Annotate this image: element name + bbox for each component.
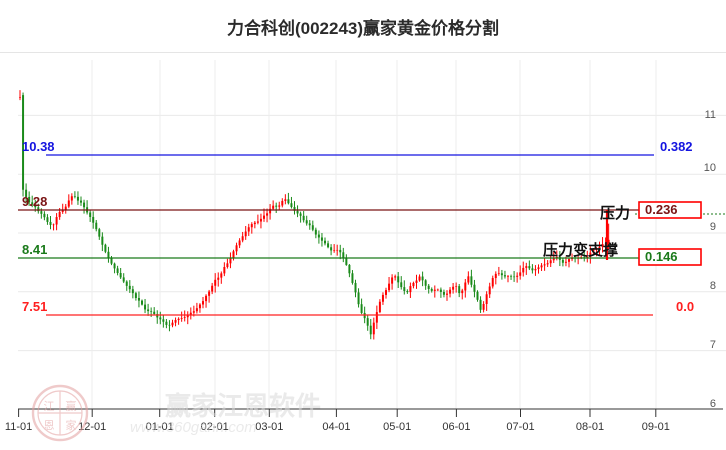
svg-text:压力: 压力 [600, 204, 630, 222]
svg-text:11: 11 [705, 109, 716, 121]
svg-text:7.51: 7.51 [22, 299, 47, 314]
svg-text:08-01: 08-01 [576, 421, 604, 433]
svg-text:7: 7 [710, 339, 716, 351]
svg-text:9.28: 9.28 [22, 194, 47, 209]
svg-text:09-01: 09-01 [642, 421, 670, 433]
svg-text:05-01: 05-01 [383, 421, 411, 433]
svg-text:0.0: 0.0 [676, 299, 694, 314]
svg-text:11-01: 11-01 [5, 421, 32, 433]
svg-text:0.146: 0.146 [645, 249, 678, 264]
svg-text:10: 10 [704, 162, 716, 174]
svg-text:www.360gann.com: www.360gann.com [130, 419, 257, 436]
svg-text:6: 6 [710, 398, 716, 410]
svg-text:10.38: 10.38 [22, 139, 55, 154]
svg-text:江: 江 [44, 400, 55, 413]
svg-text:04-01: 04-01 [322, 421, 350, 433]
svg-text:0.382: 0.382 [660, 139, 693, 154]
svg-text:0.236: 0.236 [645, 202, 678, 217]
svg-text:赢: 赢 [66, 399, 77, 413]
svg-text:家: 家 [66, 418, 77, 432]
svg-text:8: 8 [710, 280, 716, 292]
svg-text:9: 9 [710, 221, 716, 233]
svg-text:07-01: 07-01 [506, 421, 534, 433]
svg-text:03-01: 03-01 [255, 421, 283, 433]
svg-text:压力变支撑: 压力变支撑 [543, 241, 618, 259]
svg-text:恩: 恩 [44, 419, 55, 432]
svg-text:06-01: 06-01 [442, 421, 470, 433]
svg-text:8.41: 8.41 [22, 242, 47, 257]
svg-text:赢家江恩软件: 赢家江恩软件 [165, 391, 321, 421]
